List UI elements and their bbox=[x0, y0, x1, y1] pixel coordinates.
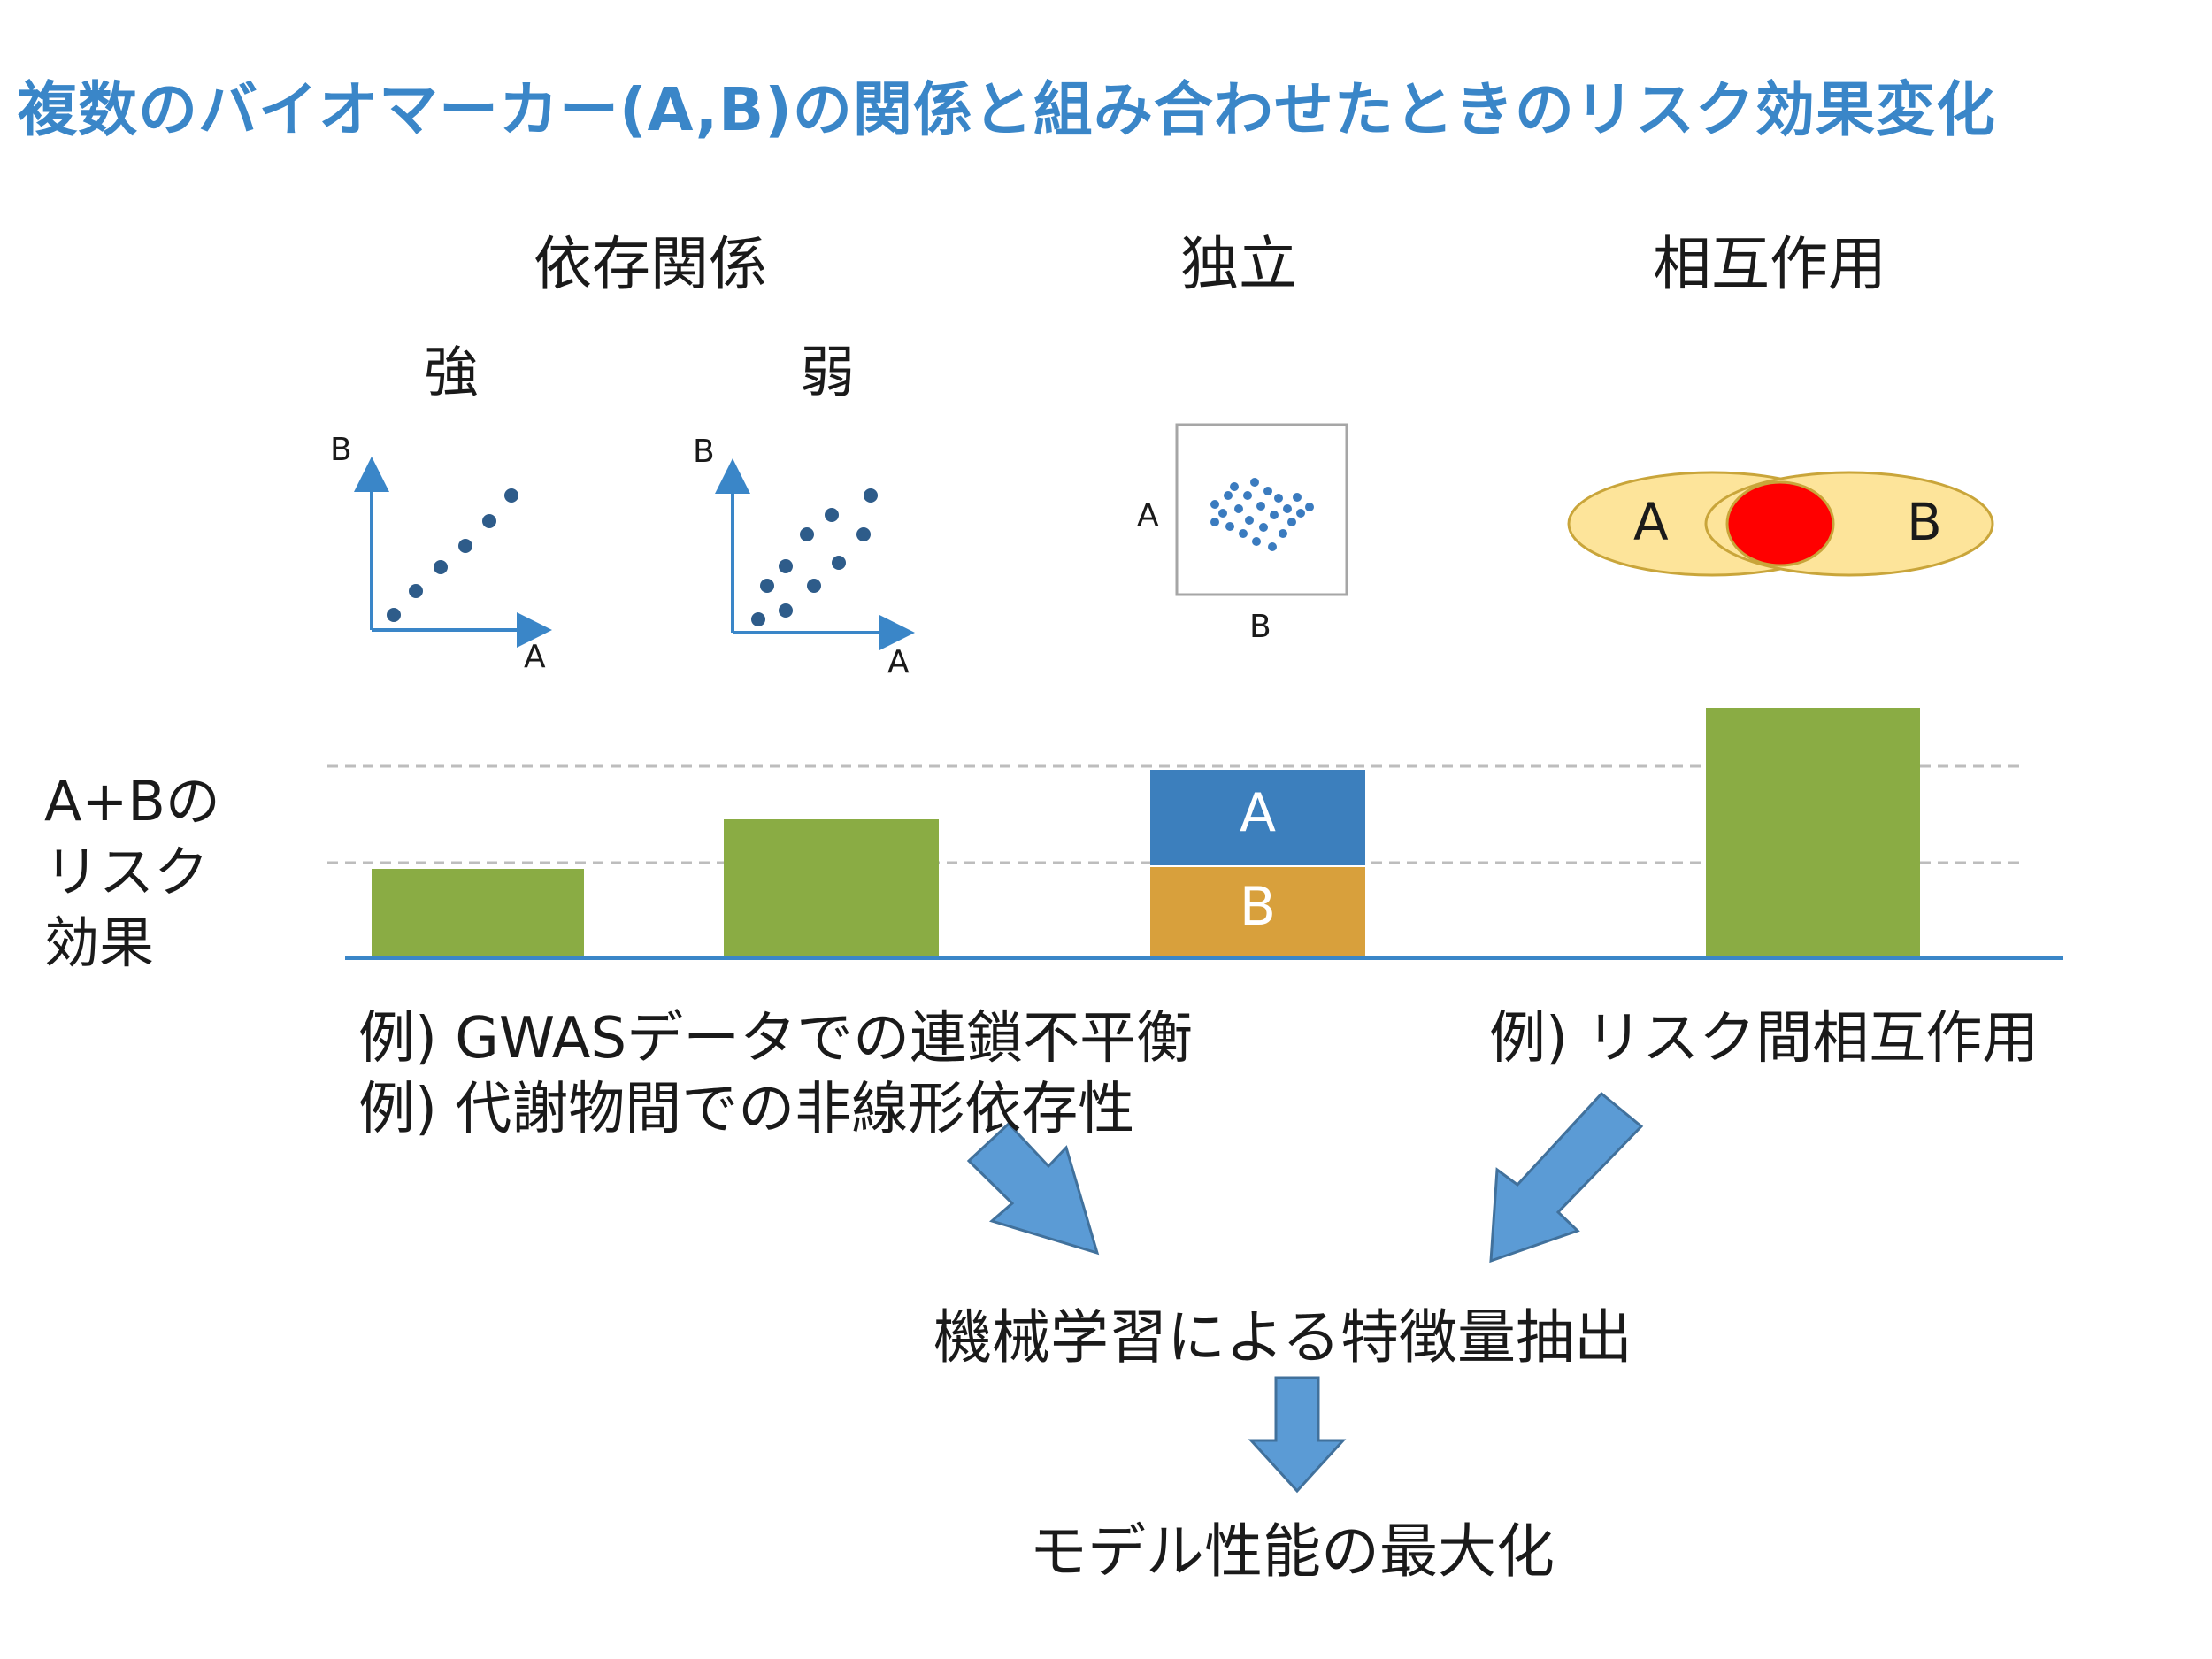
scatter-dot bbox=[1305, 503, 1314, 511]
bar-strong-dependence bbox=[372, 869, 584, 958]
flow-arrows bbox=[966, 1091, 1644, 1494]
subheader-strong: 強 bbox=[423, 340, 479, 404]
bar-independent-a bbox=[1150, 770, 1365, 865]
example-left-line1: 例) GWASデータでの連鎖不平衡 bbox=[358, 1006, 1194, 1071]
scatter-dot bbox=[1293, 493, 1302, 502]
scatter-dot bbox=[1256, 502, 1265, 511]
weak-scatter-plot bbox=[715, 458, 915, 650]
weak-y-label: B bbox=[693, 434, 715, 470]
bar-weak-dependence bbox=[724, 819, 939, 958]
scatter-dot bbox=[1224, 491, 1233, 500]
scatter-dot bbox=[1234, 504, 1243, 513]
scatter-dot bbox=[504, 488, 518, 503]
scatter-dot bbox=[832, 556, 846, 570]
y-axis-label-line: リスク bbox=[44, 840, 210, 904]
scatter-dot bbox=[1250, 478, 1259, 487]
example-right: 例) リスク間相互作用 bbox=[1489, 1006, 2039, 1071]
scatter-dot bbox=[1239, 529, 1248, 538]
y-axis-label: A+Bの リスク 効果 bbox=[44, 766, 220, 979]
scatter-dot bbox=[1252, 537, 1261, 546]
scatter-dot bbox=[1243, 491, 1252, 500]
stack-label-b: B bbox=[1239, 876, 1277, 938]
independent-y-label: A bbox=[1137, 497, 1159, 534]
venn-diagram bbox=[1567, 471, 1994, 577]
weak-dots bbox=[751, 488, 878, 626]
scatter-dot bbox=[458, 539, 472, 553]
scatter-dot bbox=[1218, 509, 1227, 518]
scatter-dot bbox=[1270, 511, 1279, 519]
scatter-dot bbox=[1296, 509, 1305, 518]
weak-x-label: A bbox=[887, 644, 910, 680]
flow-step2: モデル性能の最大化 bbox=[1029, 1517, 1555, 1586]
scatter-dot bbox=[1230, 482, 1239, 491]
independent-dots bbox=[1210, 478, 1314, 551]
scatter-dot bbox=[1274, 494, 1283, 503]
stack-label-a: A bbox=[1239, 782, 1277, 844]
scatter-dot bbox=[1259, 523, 1268, 532]
scatter-dot bbox=[856, 527, 871, 541]
venn-overlap bbox=[1725, 480, 1835, 567]
scatter-dot bbox=[760, 579, 774, 593]
page-title: 複数のバイオマーカー(A,B)の関係と組み合わせたときのリスク効果変化 bbox=[18, 75, 1996, 144]
scatter-dot bbox=[800, 527, 814, 541]
header-interaction: 相互作用 bbox=[1653, 230, 1886, 298]
venn-left-label: A bbox=[1633, 492, 1669, 552]
arrow-step1-to-step2 bbox=[1248, 1376, 1347, 1494]
header-dependence: 依存関係 bbox=[534, 230, 767, 298]
y-axis-label-line: 効果 bbox=[44, 910, 155, 975]
scatter-dot bbox=[1210, 500, 1219, 509]
scatter-dot bbox=[1225, 522, 1234, 531]
independent-scatter-plot bbox=[1175, 423, 1348, 596]
scatter-dot bbox=[1263, 487, 1272, 495]
strong-x-label: A bbox=[524, 639, 546, 675]
y-axis-label-line: A+Bの bbox=[44, 769, 220, 833]
bar-independent-b bbox=[1150, 867, 1365, 958]
scatter-dot bbox=[779, 559, 793, 573]
arrow-left-to-step1 bbox=[966, 1121, 1100, 1256]
scatter-dot bbox=[807, 579, 821, 593]
scatter-dot bbox=[482, 514, 496, 528]
flow-step1: 機械学習による特徴量抽出 bbox=[933, 1303, 1633, 1371]
scatter-dot bbox=[1287, 518, 1296, 526]
header-independent: 独立 bbox=[1180, 230, 1297, 298]
scatter-dot bbox=[1283, 504, 1292, 513]
arrow-right-to-step1 bbox=[1489, 1091, 1644, 1263]
scatter-dot bbox=[779, 603, 793, 618]
venn-right-label: B bbox=[1907, 492, 1942, 552]
scatter-dot bbox=[1210, 518, 1219, 526]
scatter-dot bbox=[751, 612, 765, 626]
scatter-dot bbox=[1245, 516, 1254, 525]
strong-y-label: B bbox=[330, 432, 352, 468]
example-left-line2: 例) 代謝物間での非線形依存性 bbox=[358, 1077, 1135, 1142]
scatter-dot bbox=[387, 608, 401, 622]
bar-interaction bbox=[1706, 708, 1920, 958]
scatter-dot bbox=[1279, 529, 1287, 538]
scatter-dot bbox=[434, 560, 448, 574]
scatter-dot bbox=[1268, 542, 1277, 551]
scatter-dot bbox=[409, 584, 423, 598]
strong-scatter-plot bbox=[354, 457, 552, 648]
scatter-dot bbox=[825, 508, 839, 522]
strong-dots bbox=[387, 488, 518, 622]
independent-x-label: B bbox=[1249, 609, 1271, 645]
subheader-weak: 弱 bbox=[799, 340, 855, 404]
scatter-dot bbox=[864, 488, 878, 503]
